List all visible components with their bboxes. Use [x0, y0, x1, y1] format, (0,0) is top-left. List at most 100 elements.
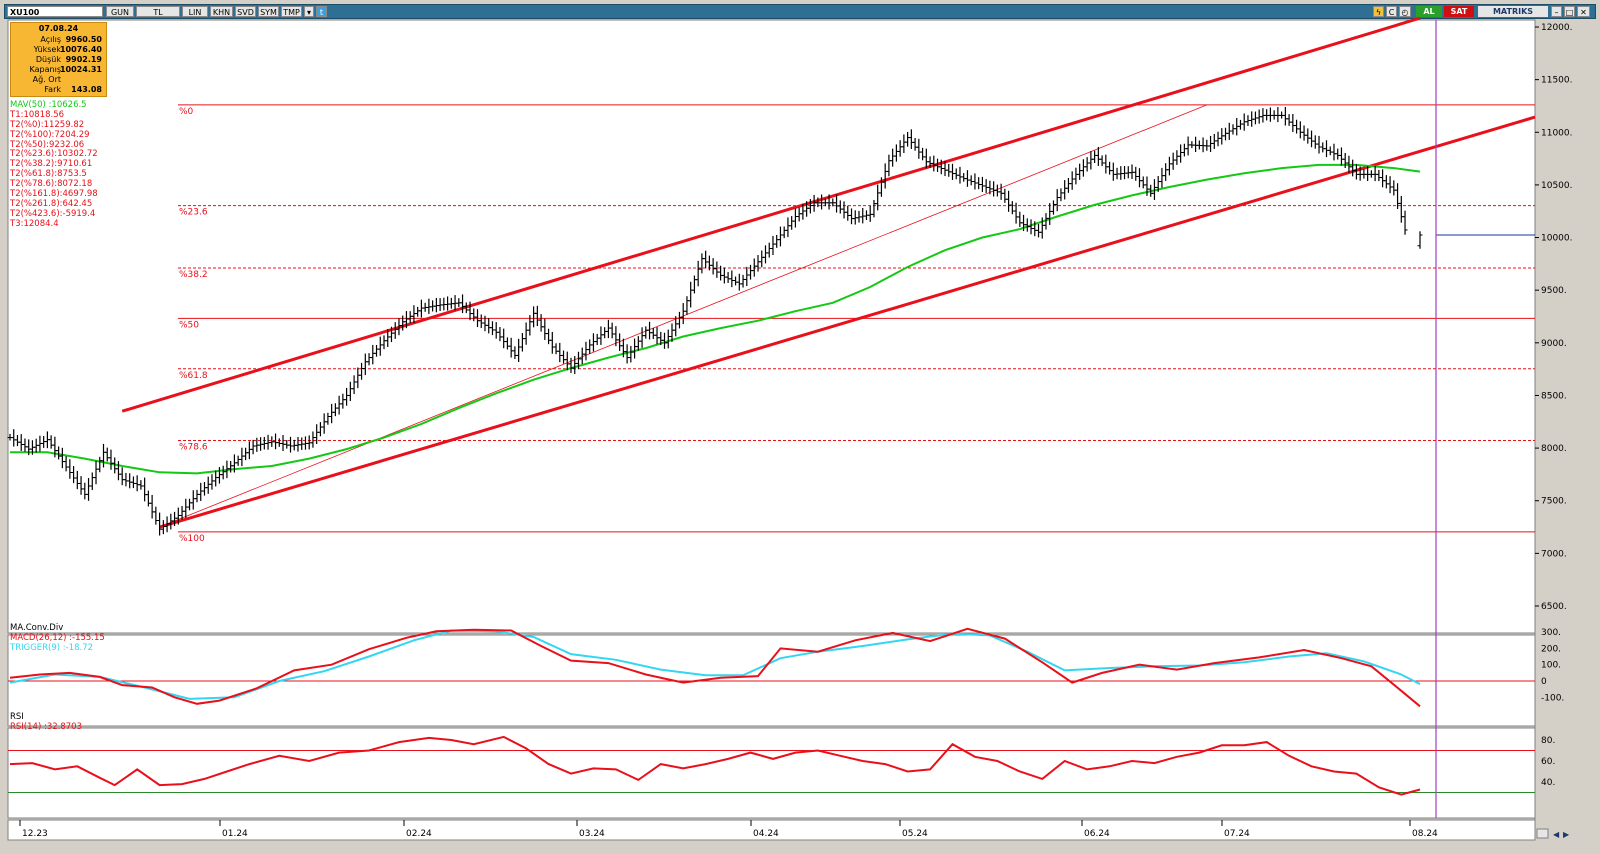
price-bars-group: [7, 107, 1535, 536]
trigger-line: [9, 629, 1421, 700]
time-tick-label: 04.24: [753, 829, 779, 839]
rsi-plot: 80. 60. 40.: [8, 735, 1555, 796]
symbol-field[interactable]: XU100: [7, 6, 103, 17]
t3-value: T3:12084.4: [10, 218, 59, 229]
time-tick-label: 08.24: [1412, 829, 1438, 839]
macd-value: MACD(26,12) :-155.15: [10, 633, 105, 643]
price-tick-label: 8500.: [1541, 391, 1567, 401]
line-mode-button[interactable]: LIN: [182, 6, 208, 17]
price-tick-label: 10500.: [1541, 181, 1573, 191]
rsi-value: RSI(14) :32.8703: [10, 722, 82, 732]
indicator-values-list: MAV(50) :10626.5 T1:10818.56 T2(%0):1125…: [10, 100, 98, 230]
price-tick-label: 12000.: [1541, 23, 1573, 33]
macd-tick-label: 100.: [1541, 661, 1561, 671]
lightning-icon[interactable]: ϟ: [1373, 6, 1384, 17]
close-value: 10024.31: [59, 65, 102, 74]
khn-button[interactable]: KHN: [210, 6, 233, 17]
svd-button[interactable]: SVD: [235, 6, 256, 17]
high-label: Yüksek: [33, 45, 61, 54]
price-tick-label: 7500.: [1541, 497, 1567, 507]
scroll-left-icon[interactable]: ◀: [1553, 830, 1560, 839]
fib-50-value: T2(%50):9232.06: [10, 139, 85, 150]
price-bar: [1402, 210, 1408, 235]
fib-level-label-4: %61.8: [179, 371, 208, 381]
t1-value: T1:10818.56: [10, 109, 65, 120]
fib-161-8-value: T2(%161.8):4697.98: [10, 189, 98, 200]
fib-0-value: T2(%0):11259.82: [10, 119, 85, 130]
fib-61-8-value: T2(%61.8):8753.5: [10, 169, 87, 180]
low-row: Düşük 9902.19: [11, 55, 106, 65]
trigger-value: TRIGGER(9) :-18.72: [10, 643, 94, 653]
channel-line-upper: [121, 16, 1421, 413]
rsi-tick-label: 80.: [1541, 736, 1555, 746]
rsi-tick-label: 40.: [1541, 778, 1555, 788]
moving-average-line: [10, 163, 1421, 475]
fib-78-6-value: T2(%78.6):8072.18: [10, 179, 93, 190]
open-label: Açılış: [40, 35, 61, 44]
time-tick-label: 02.24: [406, 829, 432, 839]
macd-tick-label: 200.: [1541, 644, 1561, 654]
settings-icon[interactable]: [1536, 828, 1549, 839]
info-date: 07.08.24: [38, 24, 79, 33]
low-value: 9902.19: [65, 55, 102, 64]
macd-tick-label: 0: [1541, 677, 1547, 687]
fib-423-6-value: T2(%423.6):-5919.4: [10, 208, 96, 219]
refresh-icon[interactable]: C: [1386, 6, 1397, 17]
diff-label: Fark: [44, 85, 61, 94]
close-label: Kapanış: [29, 65, 61, 74]
period-button[interactable]: GUN: [106, 6, 134, 17]
high-row: Yüksek 10076.40: [11, 45, 106, 55]
macd-plot: 300. 200. 100. 0 -100.: [8, 627, 1564, 708]
open-row: Açılış 9960.50: [11, 35, 106, 45]
sell-button[interactable]: SAT: [1444, 6, 1474, 17]
twitter-icon[interactable]: t: [316, 6, 327, 17]
diff-value: 143.08: [71, 85, 102, 94]
fib-38-2-value: T2(%38.2):9710.61: [10, 159, 93, 170]
template-button[interactable]: TMP: [281, 6, 302, 17]
scroll-right-icon[interactable]: ▶: [1563, 830, 1570, 839]
mav-value: MAV(50) :10626.5: [10, 100, 87, 110]
price-bar: [1417, 231, 1423, 249]
brand-logo: MATRIKS: [1478, 6, 1548, 17]
dropdown-arrow-icon[interactable]: ▾: [304, 6, 314, 17]
ohlc-info-box: 07.08.24 Açılış 9960.50 Yüksek 10076.40 Dü…: [10, 22, 107, 97]
chart-toolbar: XU100 GUN TL LIN KHN SVD SYM TMP ▾ t ϟ C…: [4, 4, 1596, 19]
sym-button[interactable]: SYM: [258, 6, 279, 17]
fib-23-6-value: T2(%23.6):10302.72: [10, 149, 98, 160]
time-axis-labels: 12.23 01.24 02.24 03.24 04.24 05.24 06.24 07.24…: [19, 820, 1438, 839]
price-tick-label: 6500.: [1541, 602, 1567, 612]
close-row: Kapanış 10024.31: [11, 65, 106, 75]
price-tick-label: 8000.: [1541, 444, 1567, 454]
fib-level-label-3: %50: [179, 320, 199, 330]
currency-button[interactable]: TL: [136, 6, 180, 17]
time-tick-label: 01.24: [222, 829, 248, 839]
macd-legend: MA.Conv.Div MACD(26,12) :-155.15 TRIGGER…: [10, 623, 105, 653]
avg-row: Ağ. Ort: [11, 75, 106, 85]
time-tick-label: 12.23: [22, 829, 48, 839]
time-tick-label: 06.24: [1084, 829, 1110, 839]
fib-level-label-2: %38.2: [179, 270, 208, 280]
rsi-panel: [7, 727, 1536, 819]
macd-title: MA.Conv.Div: [10, 623, 64, 633]
time-tick-label: 07.24: [1224, 829, 1250, 839]
open-value: 9960.50: [65, 35, 102, 44]
avg-label: Ağ. Ort: [32, 75, 61, 84]
clock-icon[interactable]: ◴: [1399, 6, 1411, 17]
buy-button[interactable]: AL: [1416, 6, 1442, 17]
fib-level-label-6: %100: [179, 534, 205, 544]
rsi-tick-label: 60.: [1541, 757, 1555, 767]
channel-line-lower: [159, 115, 1536, 529]
maximize-icon[interactable]: □: [1564, 6, 1575, 17]
fib-level-label-5: %78.6: [179, 442, 208, 452]
price-tick-label: 7000.: [1541, 549, 1567, 559]
fib-261-8-value: T2(%261.8):642.45: [10, 198, 93, 209]
price-panel: [7, 19, 1536, 634]
minimize-icon[interactable]: –: [1551, 6, 1562, 17]
price-tick-label: 9500.: [1541, 286, 1567, 296]
fib-level-label-0: %0: [179, 107, 194, 117]
macd-tick-label: 300.: [1541, 628, 1561, 638]
diff-row: Fark 143.08: [11, 85, 106, 95]
close-icon[interactable]: ✕: [1577, 6, 1590, 17]
